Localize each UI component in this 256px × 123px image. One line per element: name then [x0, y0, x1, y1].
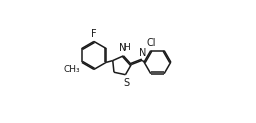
Text: N: N [139, 48, 146, 58]
Text: N: N [119, 43, 126, 53]
Text: H: H [123, 43, 130, 52]
Text: S: S [123, 78, 130, 88]
Text: F: F [91, 29, 97, 39]
Text: CH₃: CH₃ [63, 65, 80, 74]
Text: Cl: Cl [146, 38, 155, 48]
